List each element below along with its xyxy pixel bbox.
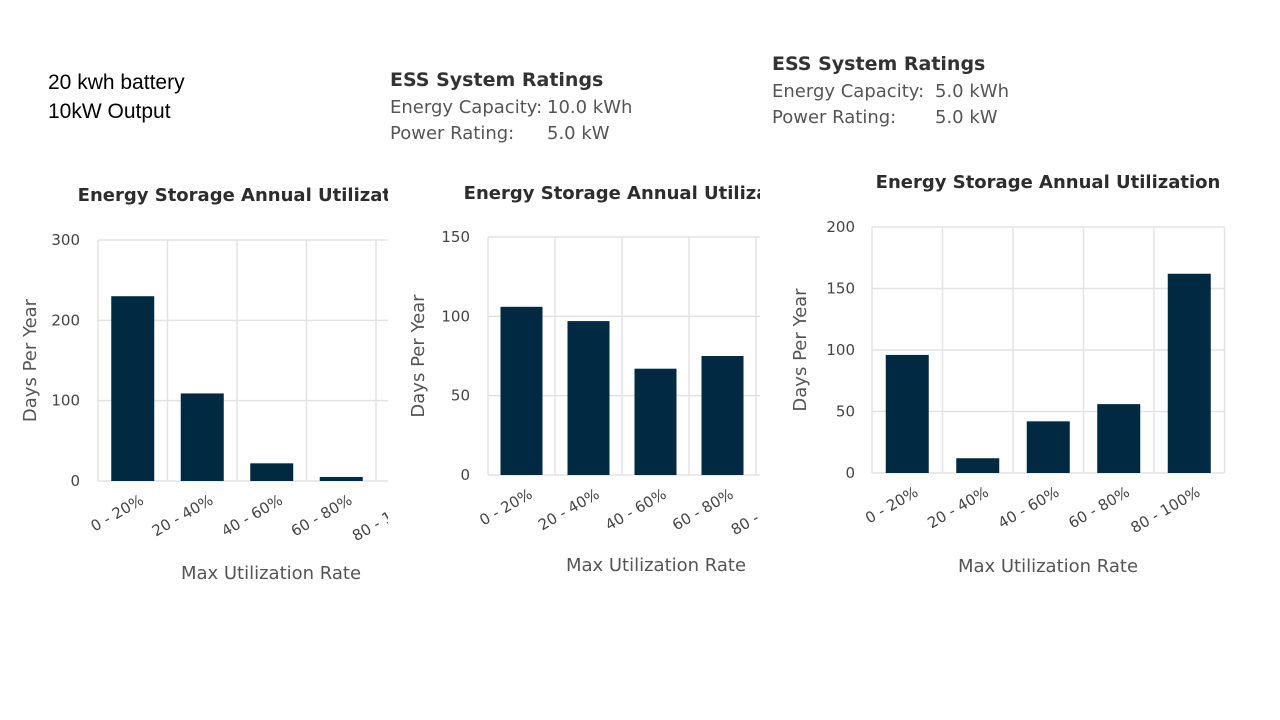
bar xyxy=(885,354,929,473)
energy-capacity-row: Energy Capacity: 10.0 kWh xyxy=(390,95,632,121)
x-tick-label: 80 - 100% xyxy=(349,491,388,545)
bar xyxy=(250,463,294,481)
power-rating-label: Power Rating: xyxy=(390,123,515,144)
x-tick-label: 20 - 40% xyxy=(924,483,991,532)
y-tick-label: 200 xyxy=(51,311,80,329)
energy-capacity-value: 5.0 kWh xyxy=(935,81,1009,102)
x-tick-label: 20 - 40% xyxy=(535,485,602,534)
bar xyxy=(319,476,363,481)
energy-capacity-value: 10.0 kWh xyxy=(547,97,633,118)
y-axis-label: Days Per Year xyxy=(20,298,41,422)
ess-ratings-1: ESS System Ratings Energy Capacity: 10.0… xyxy=(390,69,632,147)
y-tick-label: 150 xyxy=(826,280,855,298)
bar xyxy=(1026,421,1070,473)
bar xyxy=(956,458,1000,473)
bar xyxy=(634,368,677,475)
battery-note: 20 kwh battery 10kW Output xyxy=(48,68,185,126)
y-tick-label: 100 xyxy=(826,341,855,359)
x-axis-label: Max Utilization Rate xyxy=(181,563,361,584)
power-rating-row: Power Rating: 5.0 kW xyxy=(390,121,632,147)
chart-panel-1: Energy Storage Annual Utilization 0 100 200… xyxy=(0,165,388,595)
x-tick-label: 20 - 40% xyxy=(149,491,216,540)
chart-panel-3: Energy Storage Annual Utilization 0 50 100 1… xyxy=(780,155,1260,595)
battery-note-line2: 10kW Output xyxy=(48,100,171,123)
x-axis-label: Max Utilization Rate xyxy=(958,556,1138,577)
y-tick-label: 100 xyxy=(51,392,80,410)
x-tick-label: 40 - 60% xyxy=(218,491,285,540)
chart-title: Energy Storage Annual Utilization xyxy=(876,172,1221,193)
y-tick-label: 300 xyxy=(51,231,80,249)
ess-ratings-2: ESS System Ratings Energy Capacity: 5.0 … xyxy=(772,53,1009,131)
x-tick-label: 60 - 80% xyxy=(669,485,736,534)
x-tick-label: 0 - 20% xyxy=(88,491,147,536)
power-rating-label: Power Rating: xyxy=(772,107,897,128)
x-tick-label: 0 - 20% xyxy=(862,483,921,528)
bar xyxy=(500,306,543,475)
bar-chart-2: Energy Storage Annual Utilization 0 50 100 1… xyxy=(408,183,760,576)
battery-note-line1: 20 kwh battery xyxy=(48,71,185,94)
energy-capacity-label: Energy Capacity: xyxy=(390,97,543,118)
bar xyxy=(111,296,155,481)
bar xyxy=(1167,273,1211,473)
bar-chart-1: Energy Storage Annual Utilization 0 100 200… xyxy=(20,185,388,584)
chart-panel-2: Energy Storage Annual Utilization 0 50 100 1… xyxy=(400,165,760,595)
energy-capacity-label: Energy Capacity: xyxy=(772,81,925,102)
x-tick-label: 60 - 80% xyxy=(1065,483,1132,532)
y-tick-label: 150 xyxy=(441,228,470,246)
power-rating-row: Power Rating: 5.0 kW xyxy=(772,105,1009,131)
x-tick-label: 40 - 60% xyxy=(995,483,1062,532)
y-tick-label: 0 xyxy=(70,472,80,490)
bar xyxy=(180,393,224,481)
x-tick-label: 60 - 80% xyxy=(288,491,355,540)
chart-title: Energy Storage Annual Utilization xyxy=(78,185,388,206)
x-tick-label: 80 - 100% xyxy=(1128,483,1204,537)
x-tick-label: 0 - 20% xyxy=(476,485,535,530)
power-rating-value: 5.0 kW xyxy=(547,123,610,144)
power-rating-value: 5.0 kW xyxy=(935,107,998,128)
y-tick-label: 50 xyxy=(836,403,855,421)
y-tick-label: 0 xyxy=(460,466,470,484)
ess-ratings-title: ESS System Ratings xyxy=(772,53,986,75)
x-tick-label: 40 - 60% xyxy=(602,485,669,534)
x-axis-label: Max Utilization Rate xyxy=(566,555,746,576)
y-tick-label: 100 xyxy=(441,307,470,325)
y-tick-label: 200 xyxy=(826,218,855,236)
bar-chart-3: Energy Storage Annual Utilization 0 50 100 1… xyxy=(790,172,1226,577)
y-axis-label: Days Per Year xyxy=(408,294,429,418)
y-axis-label: Days Per Year xyxy=(790,288,811,412)
bar xyxy=(1097,404,1141,473)
bar xyxy=(567,321,610,475)
bar xyxy=(701,356,744,475)
y-tick-label: 0 xyxy=(845,464,855,482)
x-tick-label: 80 - 100% xyxy=(728,485,760,539)
energy-capacity-row: Energy Capacity: 5.0 kWh xyxy=(772,79,1009,105)
chart-title: Energy Storage Annual Utilization xyxy=(464,183,760,204)
y-tick-label: 50 xyxy=(451,387,470,405)
ess-ratings-title: ESS System Ratings xyxy=(390,69,604,91)
